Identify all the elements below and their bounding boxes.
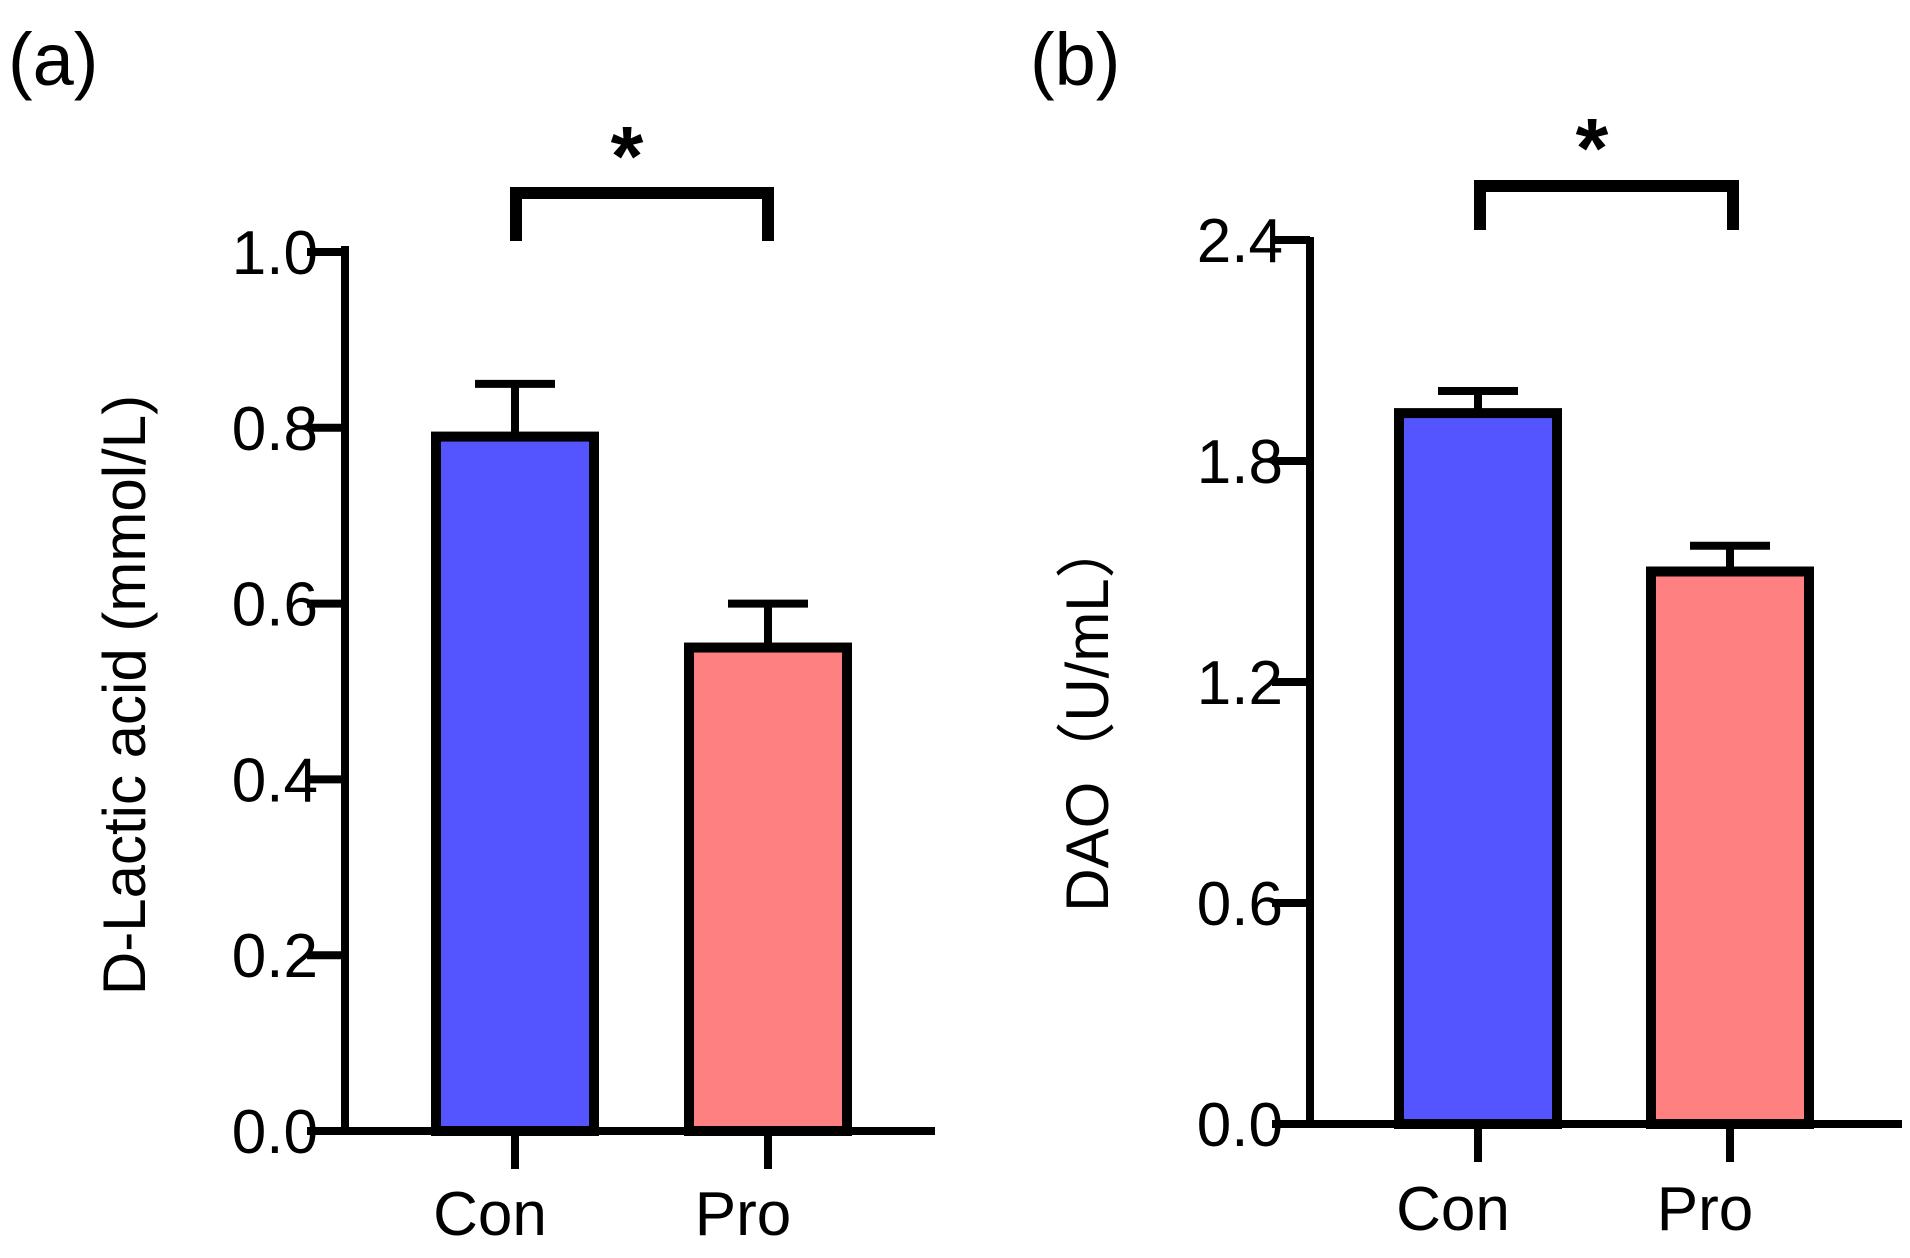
bars-a bbox=[431, 379, 852, 1136]
significance-star-a: * bbox=[611, 109, 644, 203]
bar-pro bbox=[684, 642, 852, 1136]
x-tick-label: Con bbox=[1396, 1175, 1510, 1244]
x-tick-label: Pro bbox=[695, 1180, 791, 1249]
y-axis-label-b: DAO（U/mL） bbox=[1054, 518, 1121, 911]
panel-label-a: (a) bbox=[8, 18, 98, 101]
y-ticks-a: 0.0 0.2 0.4 0.6 0.8 1.0 bbox=[232, 219, 345, 1167]
bars-b bbox=[1394, 387, 1814, 1130]
y-tick-label: 1.2 bbox=[1197, 649, 1283, 718]
y-tick-label: 2.4 bbox=[1197, 207, 1283, 276]
panel-a: (a) D-Lactic acid (mmol/L) 0.00.20.40.60… bbox=[8, 18, 935, 1249]
x-tick-label: Pro bbox=[1657, 1175, 1753, 1244]
bar-con bbox=[1394, 408, 1562, 1130]
bar-con bbox=[431, 431, 599, 1136]
y-tick-label: 0.6 bbox=[1197, 870, 1283, 939]
y-tick-label: 0.4 bbox=[232, 746, 318, 815]
panel-b: (b) DAO（U/mL） 0.0 0.6 1.2 1.8 2.4 Con Pro * bbox=[1030, 18, 1902, 1244]
panel-label-b: (b) bbox=[1030, 18, 1120, 101]
significance-bracket-b bbox=[1474, 180, 1739, 230]
x-tick-labels-a: Con Pro bbox=[433, 1131, 791, 1249]
significance-star-b: * bbox=[1576, 101, 1609, 195]
y-tick-label: 1.8 bbox=[1197, 428, 1283, 497]
y-tick-label: 0.8 bbox=[232, 395, 318, 464]
y-ticks-b: 0.0 0.6 1.2 1.8 2.4 bbox=[1197, 207, 1310, 1160]
x-tick-labels-b: Con Pro bbox=[1396, 1124, 1753, 1244]
y-tick-label: 0.0 bbox=[232, 1098, 318, 1167]
y-tick-label: 1.0 bbox=[232, 219, 318, 288]
significance-bracket-a bbox=[510, 187, 774, 241]
y-tick-label: 0.2 bbox=[232, 922, 318, 991]
bar-pro bbox=[1646, 566, 1814, 1129]
y-tick-label: 0.6 bbox=[232, 571, 318, 640]
y-tick-label: 0.0 bbox=[1197, 1091, 1283, 1160]
y-axis-label-a: D-Lactic acid (mmol/L) bbox=[91, 395, 158, 995]
x-tick-label: Con bbox=[433, 1180, 547, 1249]
